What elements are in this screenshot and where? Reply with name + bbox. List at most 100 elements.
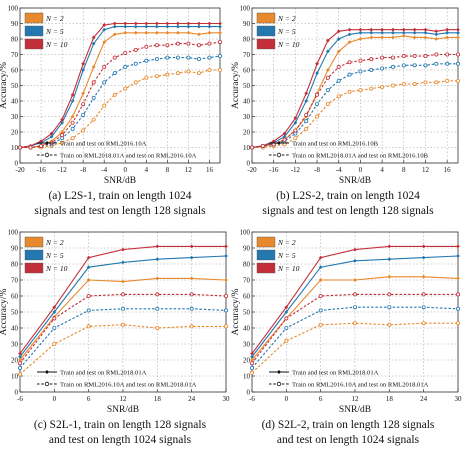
data-point: [186, 21, 191, 26]
series-line: [251, 35, 458, 149]
data-point: [81, 68, 86, 72]
x-tick-label: 12: [352, 395, 360, 403]
y-tick-label: 10: [243, 144, 251, 152]
data-point: [81, 91, 86, 96]
legend-label: N = 2: [45, 14, 64, 23]
data-point: [196, 71, 201, 76]
x-tick-label: -6: [17, 395, 23, 403]
y-tick-label: 60: [243, 293, 251, 301]
data-point: [358, 58, 363, 63]
x-tick-label: 16: [206, 166, 214, 174]
data-point: [455, 52, 460, 57]
legend-swatch: [24, 262, 44, 274]
legend-label: N = 2: [277, 238, 296, 247]
data-point: [369, 86, 374, 91]
data-point: [189, 324, 194, 329]
data-point: [86, 265, 91, 270]
x-tick-label: -20: [15, 166, 25, 174]
data-point: [347, 27, 352, 32]
y-tick-label: 0: [247, 389, 251, 397]
y-tick-label: 20: [11, 357, 19, 365]
series-d-5: [249, 305, 460, 370]
x-tick-label: 12: [185, 166, 193, 174]
series-d-3: [250, 244, 460, 356]
data-point: [60, 117, 65, 122]
data-point: [189, 306, 194, 311]
data-point: [49, 131, 54, 136]
data-point: [421, 274, 426, 279]
x-tick-label: 12: [120, 395, 128, 403]
data-point: [223, 293, 228, 298]
data-point: [144, 58, 149, 63]
data-point: [144, 24, 149, 29]
y-tick-label: 30: [11, 341, 19, 349]
data-point: [387, 292, 392, 297]
data-point: [380, 30, 385, 35]
data-point: [325, 75, 330, 80]
data-point: [154, 30, 159, 35]
data-point: [390, 64, 395, 69]
data-point: [249, 370, 254, 375]
data-point: [304, 99, 309, 103]
data-point: [434, 61, 439, 66]
data-point: [284, 338, 289, 343]
data-point: [70, 136, 75, 141]
x-axis-label-b: SNR/dB: [339, 176, 371, 186]
x-tick-label: 18: [154, 395, 162, 403]
data-point: [86, 255, 91, 260]
data-point: [421, 305, 426, 310]
x-tick-label: 16: [444, 166, 452, 174]
data-point: [91, 117, 96, 122]
data-point: [207, 41, 212, 46]
y-tick-label: 40: [243, 325, 251, 333]
data-point: [155, 257, 160, 262]
legend-d: N = 2 N = 5 N = 10 Train and test on RML201…: [256, 236, 429, 389]
series-b-2: [250, 30, 460, 150]
data-point: [49, 134, 54, 139]
data-point: [218, 24, 222, 29]
data-point: [434, 29, 439, 34]
data-point: [455, 61, 460, 66]
y-tick-label: 70: [243, 277, 251, 285]
data-point: [271, 139, 276, 144]
legend-dashed-marker: [44, 381, 50, 387]
series-c-2: [18, 254, 228, 359]
data-point: [102, 103, 107, 108]
data-point: [144, 44, 149, 49]
data-point: [336, 49, 341, 54]
legend-dashed-label: Train on RML2016.10A and test on RML2018…: [292, 382, 429, 389]
data-point: [455, 78, 460, 83]
y-tick-label: 90: [243, 245, 251, 253]
data-point: [250, 358, 254, 362]
data-point: [284, 305, 289, 310]
data-point: [318, 293, 323, 298]
data-point: [223, 308, 228, 313]
data-point: [186, 30, 191, 35]
x-tick-label: -16: [36, 166, 46, 174]
data-point: [70, 92, 75, 97]
legend-swatch: [24, 12, 44, 24]
x-tick-label: -8: [80, 166, 86, 174]
caption-c-line2: and test on length 1024 signals: [48, 434, 192, 446]
data-point: [318, 322, 323, 327]
data-point: [175, 71, 180, 76]
data-point: [86, 293, 91, 298]
data-point: [250, 351, 254, 356]
data-point: [352, 321, 357, 326]
data-point: [60, 130, 65, 134]
y-tick-label: 30: [243, 113, 251, 121]
x-tick-label: 8: [166, 166, 170, 174]
data-point: [112, 24, 117, 29]
data-point: [445, 30, 450, 35]
series-line: [20, 32, 220, 149]
data-point: [423, 80, 428, 85]
data-point: [144, 30, 149, 35]
series-a-6: [17, 40, 222, 150]
data-point: [123, 50, 128, 55]
data-point: [81, 128, 86, 133]
data-point: [207, 24, 212, 29]
data-point: [434, 32, 439, 37]
y-tick-label: 100: [8, 5, 19, 13]
data-point: [445, 27, 450, 32]
